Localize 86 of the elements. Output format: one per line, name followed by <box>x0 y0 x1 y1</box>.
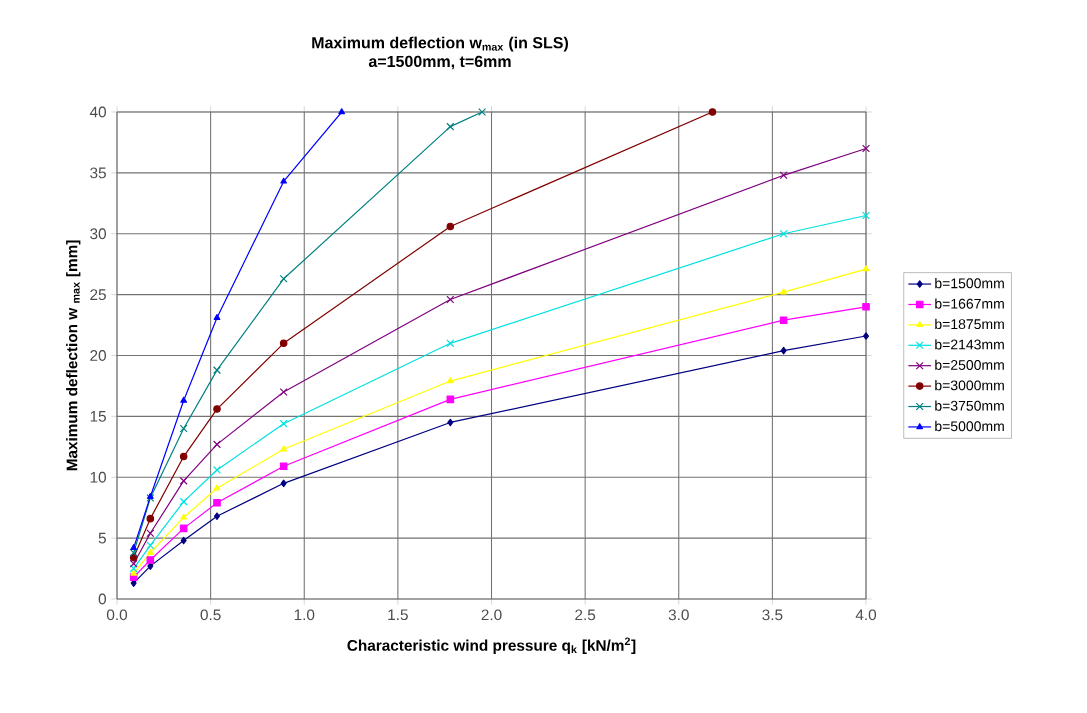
legend-label: b=1500mm <box>935 277 1004 289</box>
x-tick-label: 0.0 <box>106 609 128 621</box>
point <box>279 419 288 428</box>
y-tick-label: 5 <box>98 532 106 544</box>
legend-label: b=5000mm <box>935 420 1004 432</box>
point <box>862 211 871 220</box>
point <box>146 548 154 555</box>
point <box>862 303 870 311</box>
legend-label: b=3750mm <box>935 400 1004 411</box>
point <box>446 377 454 384</box>
point <box>179 497 188 506</box>
point <box>213 465 221 474</box>
point <box>213 313 221 320</box>
x-tick-label: 1.5 <box>388 609 408 621</box>
point <box>280 479 287 488</box>
point <box>129 559 138 568</box>
x-tick-label: 2.0 <box>481 609 502 621</box>
point <box>280 445 288 452</box>
x-tick-label: 3.0 <box>668 609 689 621</box>
point <box>862 144 871 153</box>
point <box>780 288 787 295</box>
y-tick-label: 0 <box>98 593 106 605</box>
legend-label: b=1667mm <box>935 298 1004 309</box>
point <box>146 529 155 538</box>
point <box>213 484 221 491</box>
point <box>446 122 455 131</box>
point <box>447 418 454 427</box>
x-tick-label: 3.5 <box>762 609 783 621</box>
y-tick-label: 35 <box>90 167 106 179</box>
y-tick-label: 10 <box>90 471 106 483</box>
point <box>446 295 455 304</box>
point <box>213 499 221 507</box>
point <box>180 396 188 403</box>
point <box>213 440 221 449</box>
legend-label: b=2143mm <box>935 339 1004 350</box>
point <box>446 395 455 404</box>
point <box>779 171 788 180</box>
y-axis-title: Maximum deflection w $_{max}$ [mm] <box>66 240 81 471</box>
legend-label: b=2500mm <box>935 359 1004 370</box>
point <box>129 564 138 573</box>
point <box>180 513 188 520</box>
point <box>179 424 188 433</box>
point <box>478 108 487 116</box>
point <box>146 556 155 564</box>
point <box>213 366 221 375</box>
point <box>863 332 870 340</box>
point <box>280 177 288 184</box>
point <box>780 346 787 355</box>
point <box>279 388 288 397</box>
point <box>147 562 154 570</box>
point <box>130 544 138 551</box>
chart-subtitle: a=1500mm, t=6mm <box>368 55 511 70</box>
point <box>279 274 288 283</box>
point <box>130 569 138 576</box>
point <box>446 339 455 348</box>
point <box>779 229 788 238</box>
y-tick-label: 30 <box>90 228 106 240</box>
x-axis-title: Characteristic wind pressure q$_{k}$ [kN/m$^{2}$] <box>347 637 636 654</box>
point <box>129 548 138 557</box>
point <box>213 512 220 521</box>
legend-label: b=1875mm <box>935 318 1004 330</box>
point <box>129 553 138 562</box>
x-tick-label: 4.0 <box>855 609 877 621</box>
y-tick-label: 15 <box>90 411 106 422</box>
y-tick-label: 20 <box>90 350 106 361</box>
point <box>779 316 788 324</box>
point <box>279 339 288 348</box>
point <box>146 514 155 523</box>
point <box>338 108 346 115</box>
x-tick-label: 2.5 <box>575 609 596 621</box>
point <box>213 405 221 413</box>
chart-title: Maximum deflection w$_{max}$ (in SLS) <box>312 36 569 52</box>
point <box>708 108 717 116</box>
point <box>279 462 288 471</box>
y-tick-label: 40 <box>89 106 106 118</box>
point <box>179 524 188 533</box>
point <box>180 536 187 545</box>
point <box>179 452 188 461</box>
y-tick-label: 25 <box>90 289 106 301</box>
point <box>146 541 155 550</box>
point <box>862 265 870 272</box>
x-tick-label: 1.0 <box>294 609 315 621</box>
point <box>446 222 455 231</box>
point <box>179 476 188 485</box>
x-tick-label: 0.5 <box>200 609 221 621</box>
legend-label: b=3000mm <box>935 380 1004 391</box>
